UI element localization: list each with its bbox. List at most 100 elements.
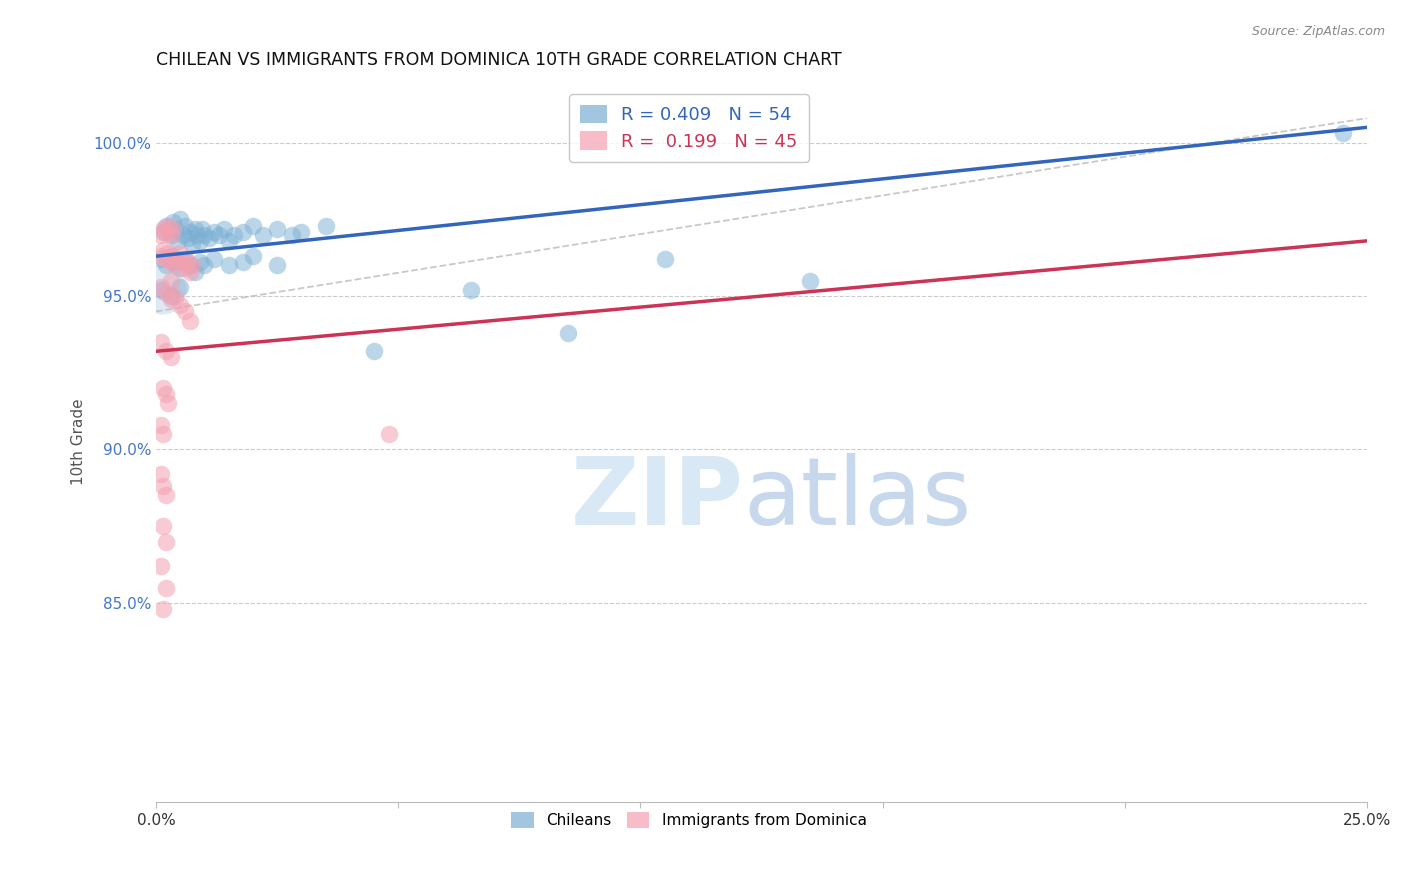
Point	[165, 221, 187, 235]
Point	[218, 234, 240, 248]
Point	[176, 255, 198, 269]
Point	[242, 219, 264, 233]
Point	[152, 519, 174, 533]
Point	[155, 534, 177, 549]
Point	[152, 381, 174, 395]
Point	[179, 225, 201, 239]
Point	[155, 387, 177, 401]
Point	[252, 227, 274, 242]
Point	[208, 227, 231, 242]
Point	[159, 351, 181, 365]
Point	[155, 581, 177, 595]
Point	[152, 427, 174, 442]
Point	[799, 274, 821, 288]
Point	[169, 261, 191, 276]
Point	[162, 215, 184, 229]
Point	[218, 259, 240, 273]
Point	[174, 219, 197, 233]
Point	[202, 225, 225, 239]
Point	[557, 326, 579, 340]
Point	[159, 292, 181, 306]
Point	[149, 252, 172, 267]
Point	[363, 344, 385, 359]
Point	[155, 488, 177, 502]
Point	[315, 219, 337, 233]
Point	[155, 285, 177, 300]
Point	[149, 335, 172, 350]
Point	[152, 479, 174, 493]
Point	[198, 231, 221, 245]
Point	[174, 304, 197, 318]
Point	[150, 283, 173, 297]
Point	[172, 255, 194, 269]
Point	[165, 289, 187, 303]
Text: atlas: atlas	[744, 453, 972, 546]
Point	[149, 417, 172, 432]
Point	[159, 227, 181, 242]
Point	[152, 225, 174, 239]
Point	[155, 225, 177, 239]
Point	[159, 249, 181, 263]
Point	[242, 249, 264, 263]
Point	[654, 252, 676, 267]
Point	[181, 259, 204, 273]
Point	[149, 280, 172, 294]
Point	[169, 212, 191, 227]
Point	[280, 227, 302, 242]
Point	[232, 225, 254, 239]
Point	[179, 259, 201, 273]
Text: CHILEAN VS IMMIGRANTS FROM DOMINICA 10TH GRADE CORRELATION CHART: CHILEAN VS IMMIGRANTS FROM DOMINICA 10TH…	[156, 51, 842, 69]
Text: Source: ZipAtlas.com: Source: ZipAtlas.com	[1251, 25, 1385, 38]
Legend: Chileans, Immigrants from Dominica: Chileans, Immigrants from Dominica	[505, 806, 873, 834]
Point	[188, 255, 211, 269]
Point	[149, 559, 172, 574]
Point	[179, 264, 201, 278]
Point	[188, 234, 211, 248]
Point	[169, 246, 191, 260]
Point	[191, 221, 214, 235]
Point	[152, 221, 174, 235]
Point	[159, 274, 181, 288]
Point	[149, 249, 172, 263]
Point	[155, 344, 177, 359]
Point	[232, 255, 254, 269]
Point	[155, 252, 177, 267]
Point	[184, 221, 207, 235]
Point	[159, 227, 181, 242]
Point	[149, 467, 172, 481]
Point	[290, 225, 312, 239]
Point	[155, 219, 177, 233]
Point	[159, 255, 181, 269]
Point	[172, 227, 194, 242]
Point	[266, 259, 288, 273]
Point	[186, 227, 208, 242]
Point	[1331, 127, 1354, 141]
Point	[159, 289, 181, 303]
Point	[202, 252, 225, 267]
Point	[157, 219, 180, 233]
Point	[149, 227, 172, 242]
Text: ZIP: ZIP	[571, 453, 744, 546]
Point	[157, 396, 180, 410]
Y-axis label: 10th Grade: 10th Grade	[72, 399, 86, 485]
Point	[165, 259, 187, 273]
Point	[174, 252, 197, 267]
Point	[166, 252, 188, 267]
Point	[184, 264, 207, 278]
Point	[212, 221, 235, 235]
Point	[176, 231, 198, 245]
Point	[152, 602, 174, 616]
Point	[157, 246, 180, 260]
Point	[152, 243, 174, 257]
Point	[377, 427, 399, 442]
Point	[169, 298, 191, 312]
Point	[460, 283, 482, 297]
Point	[155, 259, 177, 273]
Point	[179, 313, 201, 327]
Point	[266, 221, 288, 235]
Point	[166, 234, 188, 248]
Point	[162, 249, 184, 263]
Point	[193, 227, 215, 242]
Point	[193, 259, 215, 273]
Point	[165, 255, 187, 269]
